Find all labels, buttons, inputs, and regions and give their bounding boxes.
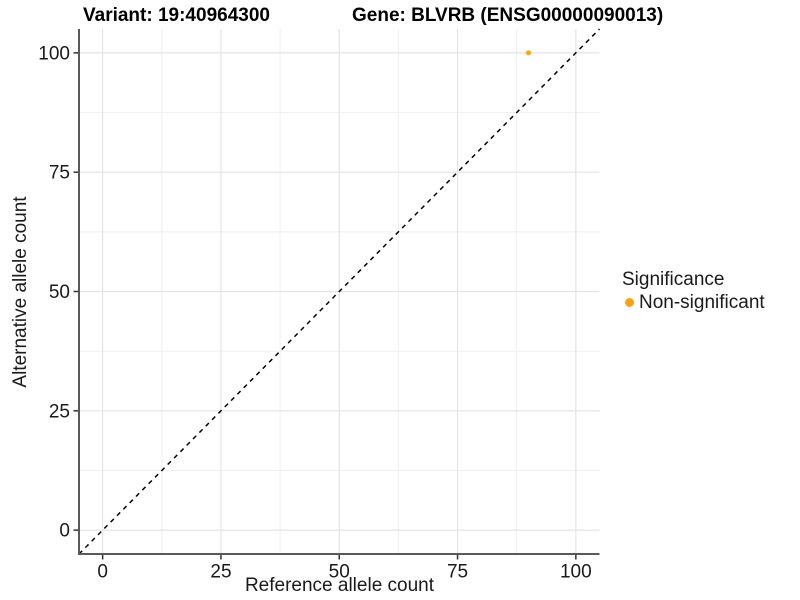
legend-title: Significance (622, 269, 725, 290)
x-tick-label: 50 (329, 562, 350, 583)
y-axis-title: Alternative allele count (10, 196, 31, 388)
y-tick-label: 50 (49, 282, 70, 303)
x-tick-label: 100 (560, 562, 592, 583)
legend-item: Non-significant (622, 292, 765, 313)
x-tick-label: 25 (210, 562, 231, 583)
data-point (526, 50, 532, 56)
x-tick-label: 75 (447, 562, 468, 583)
y-tick-label: 100 (38, 43, 70, 64)
legend: Significance Non-significant (622, 269, 765, 313)
x-tick-label: 0 (97, 562, 108, 583)
y-tick-label: 75 (49, 163, 70, 184)
y-tick-label: 0 (59, 521, 70, 542)
legend-point-icon (625, 298, 634, 307)
y-tick-label: 25 (49, 401, 70, 422)
x-axis-title: Reference allele count (244, 575, 435, 596)
gene-title: Gene: BLVRB (ENSG00000090013) (352, 5, 664, 26)
legend-item-label: Non-significant (639, 292, 765, 313)
identity-reference-line (78, 28, 601, 555)
variant-title: Variant: 19:40964300 (83, 5, 270, 26)
